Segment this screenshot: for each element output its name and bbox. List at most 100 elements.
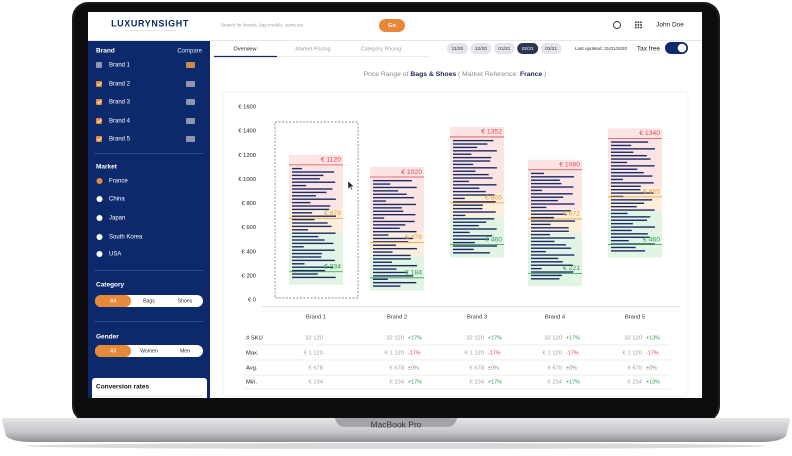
- user-name[interactable]: John Doe: [656, 22, 684, 29]
- search-button[interactable]: [379, 19, 405, 32]
- date-label[interactable]: 11/20: [452, 46, 464, 52]
- listing-bar: [453, 252, 490, 254]
- table-value: € 678: [547, 366, 562, 372]
- market-radio[interactable]: [96, 234, 103, 240]
- listing-bar: [611, 199, 653, 201]
- date-pill[interactable]: [493, 43, 515, 54]
- date-label[interactable]: 12/20: [475, 46, 487, 52]
- table-value: € 1 120: [623, 351, 642, 357]
- brand-checkbox[interactable]: [96, 81, 102, 87]
- table-value: 32 120: [305, 336, 323, 342]
- table-value: € 678: [389, 366, 404, 372]
- compare-label: Compare: [177, 49, 202, 55]
- date-pill[interactable]: [447, 43, 468, 54]
- toggle-knob[interactable]: [677, 43, 687, 53]
- listing-bar: [373, 190, 399, 192]
- table-change: ±0%: [646, 365, 657, 371]
- search-button-label[interactable]: Go: [388, 23, 396, 29]
- listing-bar: [453, 245, 497, 247]
- date-pill[interactable]: [517, 43, 539, 54]
- listing-bar: [531, 264, 573, 266]
- avg-label: € 672: [563, 211, 580, 218]
- listing-bar: [531, 261, 563, 263]
- tab[interactable]: Overview: [234, 46, 257, 52]
- compare-toggle[interactable]: [186, 99, 195, 105]
- gender-option[interactable]: All: [110, 349, 116, 355]
- listing-bar: [531, 278, 560, 280]
- table-value: € 1 120: [543, 351, 562, 357]
- listing-bar: [292, 229, 309, 231]
- category-selected[interactable]: [95, 295, 131, 307]
- apps-dot: [635, 21, 637, 24]
- check-mark: [96, 82, 102, 87]
- gender-selected[interactable]: [95, 345, 131, 357]
- category-option[interactable]: Bags: [143, 299, 155, 305]
- listing-bar: [373, 278, 388, 280]
- listing-bar: [453, 177, 493, 179]
- market-option[interactable]: Japan: [109, 216, 125, 222]
- brand-item[interactable]: Brand 1: [109, 63, 131, 69]
- sidebar: [88, 41, 210, 398]
- x-tick-label: Brand 1: [306, 315, 326, 321]
- listing-bar: [373, 281, 417, 284]
- brand-checkbox[interactable]: [96, 118, 102, 124]
- date-label[interactable]: 03/21: [545, 46, 557, 52]
- compare-toggle[interactable]: [186, 136, 195, 142]
- table-row-label: Max.: [246, 351, 259, 357]
- compare-toggle[interactable]: [186, 118, 195, 124]
- market-radio[interactable]: [96, 251, 103, 257]
- listing-bar: [292, 198, 336, 200]
- brand-checkbox[interactable]: [96, 99, 102, 105]
- listing-bar: [611, 192, 654, 194]
- category-option[interactable]: Shoes: [178, 299, 193, 305]
- listing-bar: [531, 237, 575, 239]
- listing-bar: [611, 209, 655, 211]
- market-option[interactable]: China: [109, 197, 125, 203]
- listing-bar: [373, 203, 416, 206]
- category-title: Category: [96, 282, 125, 289]
- date-pill[interactable]: [540, 43, 562, 54]
- brand-item[interactable]: Brand 2: [109, 82, 131, 88]
- brand-item[interactable]: Brand 4: [109, 119, 131, 125]
- category-option[interactable]: All: [110, 299, 116, 305]
- listing-bar: [292, 222, 328, 224]
- search-input[interactable]: [218, 19, 376, 32]
- tab[interactable]: Category Pricing: [361, 46, 402, 52]
- market-radio[interactable]: [96, 178, 103, 184]
- market-radio[interactable]: [96, 196, 103, 202]
- brand-checkbox[interactable]: [96, 136, 102, 142]
- listing-bar: [453, 173, 489, 176]
- gender-option[interactable]: Women: [140, 349, 158, 355]
- listing-bar: [611, 219, 648, 221]
- listing-bar: [531, 216, 555, 219]
- market-option[interactable]: USA: [109, 252, 121, 258]
- market-option[interactable]: South Korea: [109, 235, 143, 241]
- conversion-title: Conversion rates: [96, 384, 149, 391]
- listing-bar: [453, 143, 488, 145]
- table-value: 32 120: [466, 336, 484, 342]
- brand-item[interactable]: Brand 3: [109, 100, 131, 106]
- table-value: € 1 120: [385, 351, 404, 357]
- max-label: € 1080: [559, 162, 580, 169]
- apps-dot: [640, 21, 642, 24]
- listing-bar: [611, 175, 653, 177]
- history-icon[interactable]: [613, 21, 621, 29]
- listing-bar: [373, 227, 400, 229]
- brand-checkbox[interactable]: [96, 62, 102, 68]
- apps-icon[interactable]: [635, 21, 642, 29]
- listing-bar: [611, 161, 628, 164]
- date-label[interactable]: 01/21: [498, 46, 510, 52]
- date-label[interactable]: 02/21: [522, 46, 534, 52]
- table-row-label: # SKU: [246, 336, 263, 342]
- gender-option[interactable]: Men: [180, 349, 190, 355]
- compare-toggle[interactable]: [186, 62, 195, 68]
- listing-bar: [373, 220, 415, 223]
- date-pill[interactable]: [470, 43, 492, 54]
- compare-toggle[interactable]: [186, 81, 195, 87]
- brand-item[interactable]: Brand 5: [109, 137, 131, 143]
- market-radio[interactable]: [96, 215, 103, 221]
- tab[interactable]: Market Pricing: [295, 46, 330, 52]
- y-tick-label: € 600: [241, 225, 256, 231]
- y-tick-label: € 0: [248, 298, 256, 304]
- market-option[interactable]: France: [109, 179, 128, 185]
